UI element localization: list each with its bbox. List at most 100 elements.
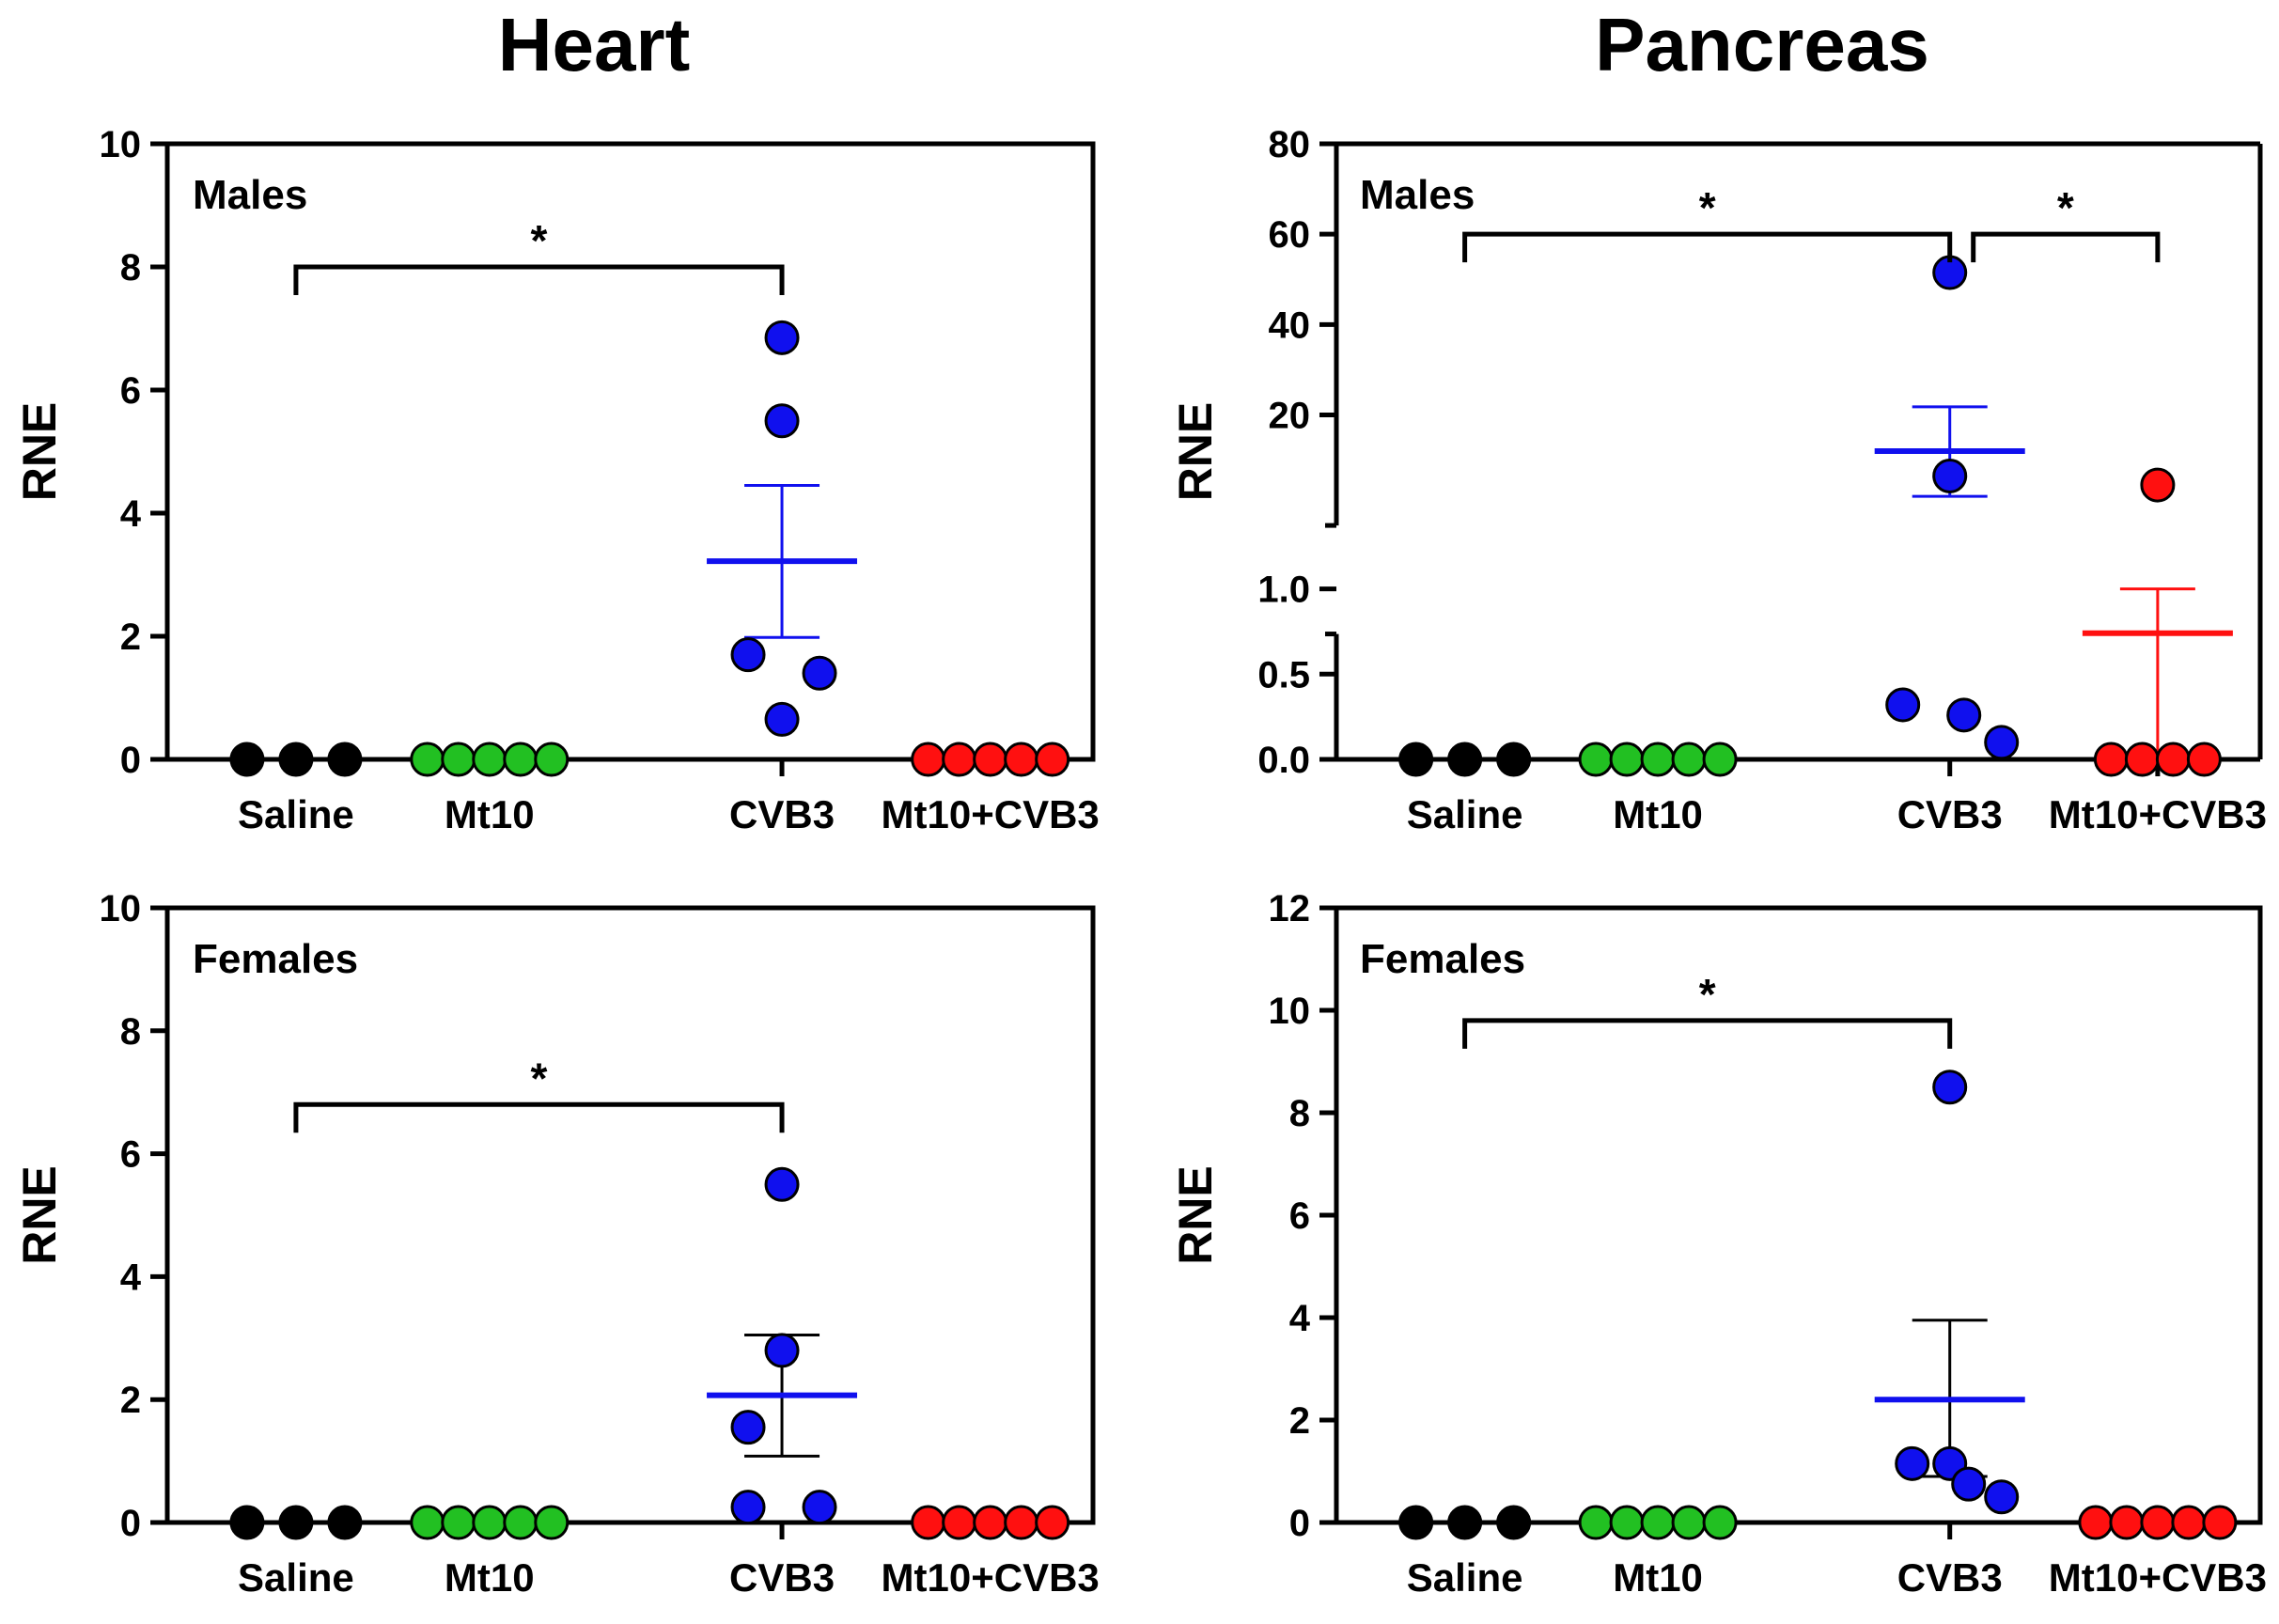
x-tick-label: Saline xyxy=(1407,1555,1523,1600)
data-point xyxy=(1885,687,1921,723)
significance-star: * xyxy=(531,216,548,265)
data-point xyxy=(472,742,507,777)
data-point xyxy=(278,742,314,777)
y-tick-label: 20 xyxy=(1269,396,1311,437)
heart-column-title: Heart xyxy=(498,3,691,86)
y-tick-label: 4 xyxy=(120,493,142,535)
data-point xyxy=(410,742,445,777)
x-tick-label: CVB3 xyxy=(1897,1555,2003,1600)
data-point xyxy=(1447,742,1483,777)
x-tick-label: Saline xyxy=(1407,792,1523,836)
significance-bracket xyxy=(293,1101,785,1133)
data-point xyxy=(1398,742,1434,777)
data-point xyxy=(2093,742,2129,777)
y-tick-label: 0 xyxy=(120,740,141,781)
data-point xyxy=(503,1505,539,1540)
significance-bracket xyxy=(1462,231,1953,263)
x-tick-label: Mt10+CVB3 xyxy=(882,792,1100,836)
data-point xyxy=(1640,1505,1676,1540)
y-tick-label: 12 xyxy=(1269,888,1311,929)
panel-label: Females xyxy=(1360,936,1525,982)
data-point xyxy=(441,1505,476,1540)
y-tick-label: 6 xyxy=(120,370,141,412)
data-point xyxy=(911,742,946,777)
panel-label: Females xyxy=(193,936,358,982)
data-point xyxy=(327,1505,363,1540)
y-tick-label: 4 xyxy=(120,1257,142,1298)
x-tick-label: Mt10+CVB3 xyxy=(2049,1555,2267,1600)
data-point xyxy=(327,742,363,777)
data-point xyxy=(472,1505,507,1540)
data-point xyxy=(534,1505,570,1540)
data-point xyxy=(410,1505,445,1540)
x-tick-label: CVB3 xyxy=(1897,792,2003,836)
data-point xyxy=(764,320,800,355)
x-tick-label: Mt10 xyxy=(445,1555,535,1600)
y-tick-label: 10 xyxy=(100,888,142,929)
data-point xyxy=(1578,742,1614,777)
x-tick-label: Saline xyxy=(238,1555,354,1600)
significance-star: * xyxy=(531,1054,548,1102)
data-point xyxy=(1984,725,2020,760)
significance-star: * xyxy=(2057,183,2074,232)
x-tick-label: Mt10+CVB3 xyxy=(2049,792,2267,836)
data-point xyxy=(2140,1505,2176,1540)
y-tick-label: 10 xyxy=(1269,991,1311,1032)
plot-frame xyxy=(164,905,1096,1525)
y-tick-label: 6 xyxy=(120,1134,141,1176)
data-point xyxy=(1640,742,1676,777)
data-point xyxy=(802,655,837,691)
data-point xyxy=(764,1333,800,1368)
y-tick-label: 0 xyxy=(1289,1503,1310,1544)
data-point xyxy=(2140,467,2176,503)
data-point xyxy=(1946,697,1982,733)
data-point xyxy=(973,1505,1008,1540)
data-point xyxy=(1398,1505,1434,1540)
y-tick-label: 10 xyxy=(100,124,142,165)
y-tick-label: 2 xyxy=(120,1380,141,1421)
data-point xyxy=(1004,742,1039,777)
y-tick-label: 1.0 xyxy=(1257,570,1310,611)
y-tick-label: 4 xyxy=(1289,1298,1311,1339)
data-point xyxy=(2186,742,2222,777)
y-tick-label: 40 xyxy=(1269,304,1311,346)
data-point xyxy=(2155,742,2191,777)
data-point xyxy=(730,1490,766,1525)
data-point xyxy=(730,1410,766,1445)
y-tick-label: 0.0 xyxy=(1257,740,1310,781)
y-tick-label: 6 xyxy=(1289,1195,1310,1237)
x-tick-label: Mt10+CVB3 xyxy=(882,1555,1100,1600)
x-tick-label: Mt10 xyxy=(1613,1555,1703,1600)
data-point xyxy=(441,742,476,777)
x-tick-label: CVB3 xyxy=(729,792,835,836)
y-axis-label: RNE xyxy=(1169,402,1222,502)
data-point xyxy=(229,742,265,777)
data-point xyxy=(2171,1505,2207,1540)
data-point xyxy=(1702,1505,1738,1540)
y-axis-label: RNE xyxy=(13,1165,66,1265)
panel-label: Males xyxy=(193,172,307,218)
x-tick-label: CVB3 xyxy=(729,1555,835,1600)
data-point xyxy=(1702,742,1738,777)
x-tick-label: Saline xyxy=(238,792,354,836)
y-tick-label: 8 xyxy=(120,1011,141,1053)
data-point xyxy=(764,403,800,439)
data-point xyxy=(1609,1505,1645,1540)
data-point xyxy=(1447,1505,1483,1540)
y-tick-label: 0 xyxy=(120,1503,141,1544)
y-tick-label: 60 xyxy=(1269,214,1311,256)
y-axis-label: RNE xyxy=(13,402,66,502)
significance-bracket xyxy=(293,264,785,295)
plot-frame xyxy=(1334,905,2263,1525)
data-point xyxy=(2202,1505,2238,1540)
data-point xyxy=(1578,1505,1614,1540)
data-point xyxy=(503,742,539,777)
significance-star: * xyxy=(1699,183,1716,232)
data-point xyxy=(973,742,1008,777)
data-point xyxy=(1984,1479,2020,1515)
data-point xyxy=(764,701,800,737)
panel-label: Males xyxy=(1360,172,1475,218)
data-point xyxy=(1951,1466,1987,1502)
data-point xyxy=(2078,1505,2114,1540)
pancreas-column-title: Pancreas xyxy=(1595,3,1929,86)
